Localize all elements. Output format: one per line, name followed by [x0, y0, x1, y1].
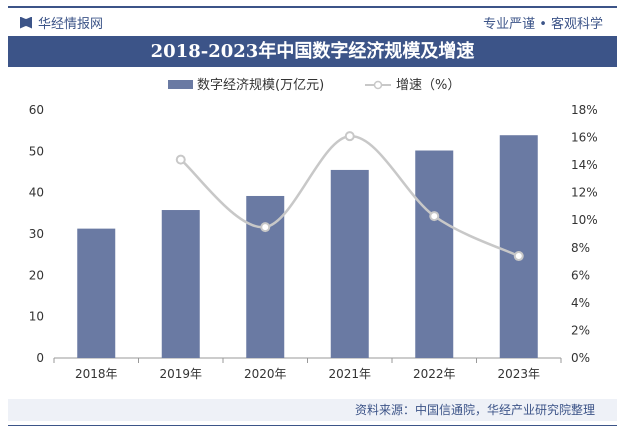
brand: 华经情报网: [20, 13, 103, 32]
x-tick-label: 2018年: [75, 367, 118, 381]
y-tick-label: 0: [36, 351, 44, 365]
x-tick-label: 2022年: [413, 367, 456, 381]
y2-tick-label: 18%: [571, 103, 598, 117]
y2-tick-label: 14%: [571, 158, 598, 172]
slogan: 专业严谨 • 客观科学: [483, 17, 603, 32]
bar: [499, 135, 538, 358]
y-tick-label: 10: [29, 310, 44, 324]
y-tick-label: 40: [29, 186, 44, 200]
bar: [161, 210, 200, 358]
legend-line-marker: [373, 80, 383, 90]
growth-point: [513, 251, 524, 262]
legend-line-label: 增速（%）: [396, 78, 460, 93]
y-tick-label: 50: [29, 144, 44, 158]
x-tick-label: 2023年: [497, 367, 540, 381]
y-tick-label: 20: [29, 268, 44, 282]
bar: [415, 150, 454, 358]
y2-tick-label: 0%: [571, 351, 590, 365]
y2-tick-label: 12%: [571, 186, 598, 200]
y2-tick-label: 2%: [571, 323, 590, 337]
bottom-rule: [8, 425, 617, 426]
bar: [330, 169, 369, 358]
growth-point: [175, 154, 186, 165]
growth-point: [429, 211, 440, 222]
y-tick-label: 30: [29, 227, 44, 241]
bar: [77, 228, 116, 358]
growth-point: [260, 222, 271, 233]
legend-bar-label: 数字经济规模(万亿元): [197, 78, 324, 93]
source-note: 资料来源：中国信通院，华经产业研究院整理: [8, 399, 617, 421]
chart-title: 2018-2023年中国数字经济规模及增速: [8, 36, 617, 67]
x-tick-label: 2019年: [159, 367, 202, 381]
y2-tick-label: 16%: [571, 131, 598, 145]
legend-bar-swatch: [168, 80, 193, 89]
x-tick-label: 2020年: [244, 367, 287, 381]
y2-tick-label: 4%: [571, 296, 590, 310]
top-rule: [8, 6, 617, 8]
growth-point: [344, 131, 355, 142]
brand-name: 华经情报网: [38, 17, 104, 32]
y-tick-label: 60: [29, 103, 44, 117]
y2-tick-label: 10%: [571, 213, 598, 227]
legend: 数字经济规模(万亿元) 增速（%）: [168, 78, 460, 93]
book-icon: [20, 16, 32, 29]
y2-tick-label: 6%: [571, 268, 590, 282]
x-tick-label: 2021年: [328, 367, 371, 381]
y2-tick-label: 8%: [571, 241, 590, 255]
